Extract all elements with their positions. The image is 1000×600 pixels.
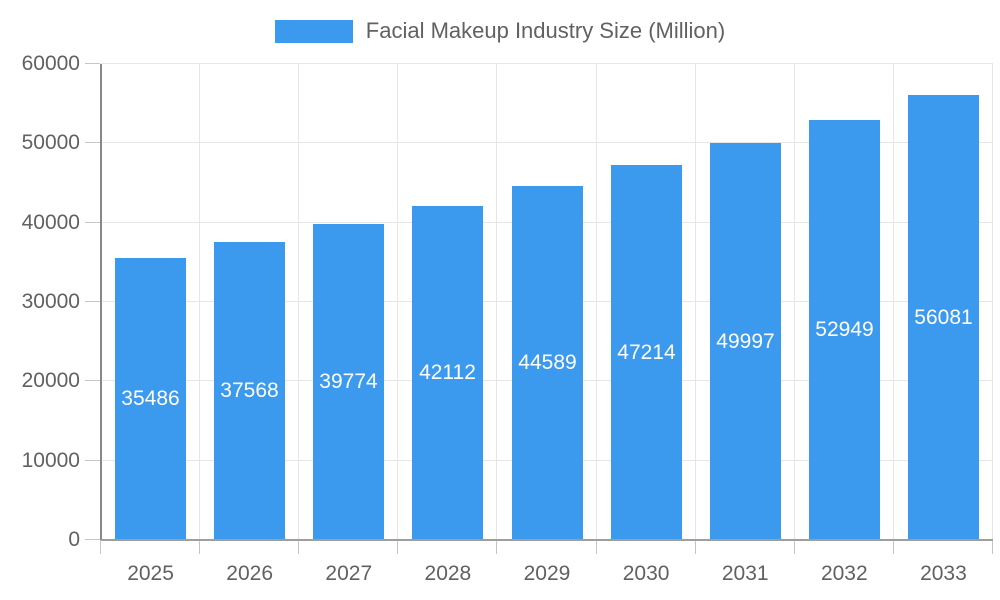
x-axis-tick xyxy=(893,540,894,554)
x-tick-label: 2025 xyxy=(127,562,174,585)
y-axis-line xyxy=(100,64,102,540)
x-tick-label: 2033 xyxy=(920,562,967,585)
x-axis-tick xyxy=(298,540,299,554)
bar xyxy=(908,95,979,540)
x-axis-tick xyxy=(199,540,200,554)
bar xyxy=(809,119,880,540)
x-tick-label: 2026 xyxy=(226,562,274,585)
x-tick-label: 2029 xyxy=(523,562,571,585)
x-axis-tick xyxy=(695,540,696,554)
bar-value-label: 52949 xyxy=(815,317,874,341)
legend-label: Facial Makeup Industry Size (Million) xyxy=(365,18,726,43)
bar xyxy=(214,241,285,540)
y-tick-label: 60000 xyxy=(21,52,80,75)
y-tick-label: 50000 xyxy=(21,131,80,154)
bar xyxy=(313,224,384,540)
gridline-vertical xyxy=(496,64,497,540)
x-axis-tick xyxy=(496,540,497,554)
x-axis-tick xyxy=(794,540,795,554)
x-tick-label: 2032 xyxy=(820,562,868,585)
gridline-vertical xyxy=(794,64,795,540)
bar xyxy=(115,258,186,540)
legend: Facial Makeup Industry Size (Million) xyxy=(0,17,1000,45)
bar-value-label: 49997 xyxy=(716,329,775,353)
gridline-vertical xyxy=(695,64,696,540)
y-axis-tick xyxy=(85,380,100,381)
bar xyxy=(710,143,781,540)
y-tick-label: 30000 xyxy=(21,290,80,313)
y-tick-label: 10000 xyxy=(21,449,80,472)
gridline-vertical xyxy=(298,64,299,540)
bar-value-label: 35486 xyxy=(121,387,180,411)
x-tick-label: 2030 xyxy=(622,562,670,585)
x-axis-tick xyxy=(596,540,597,554)
gridline-vertical xyxy=(893,64,894,540)
gridline-horizontal xyxy=(101,63,993,64)
y-axis-tick xyxy=(85,142,100,143)
y-tick-label: 40000 xyxy=(21,211,80,234)
bar-value-label: 56081 xyxy=(914,305,973,329)
bar xyxy=(512,186,583,540)
gridline-vertical xyxy=(992,64,993,540)
x-axis-tick xyxy=(100,540,101,554)
y-tick-label: 20000 xyxy=(21,369,80,392)
gridline-vertical xyxy=(199,64,200,540)
bar-value-label: 42112 xyxy=(419,360,476,384)
x-tick-label: 2027 xyxy=(325,562,373,585)
bar-value-label: 39774 xyxy=(319,370,378,394)
y-axis-tick xyxy=(85,63,100,64)
bar-value-label: 47214 xyxy=(617,340,676,364)
gridline-vertical xyxy=(596,64,597,540)
bar-value-label: 44589 xyxy=(518,351,577,375)
y-axis-tick xyxy=(85,539,100,540)
gridline-vertical xyxy=(397,64,398,540)
x-axis-tick xyxy=(992,540,993,554)
x-axis-line xyxy=(101,539,993,541)
bar-value-label: 37568 xyxy=(220,378,279,402)
y-axis-tick xyxy=(85,222,100,223)
x-tick-label: 2031 xyxy=(721,562,769,585)
y-axis-tick xyxy=(85,301,100,302)
gridline-horizontal xyxy=(101,142,993,143)
bar xyxy=(611,165,682,540)
y-tick-label: 0 xyxy=(68,528,80,551)
legend-swatch xyxy=(274,19,353,43)
y-axis-tick xyxy=(85,460,100,461)
bar xyxy=(412,205,483,540)
x-axis-tick xyxy=(397,540,398,554)
x-tick-label: 2028 xyxy=(424,562,472,585)
